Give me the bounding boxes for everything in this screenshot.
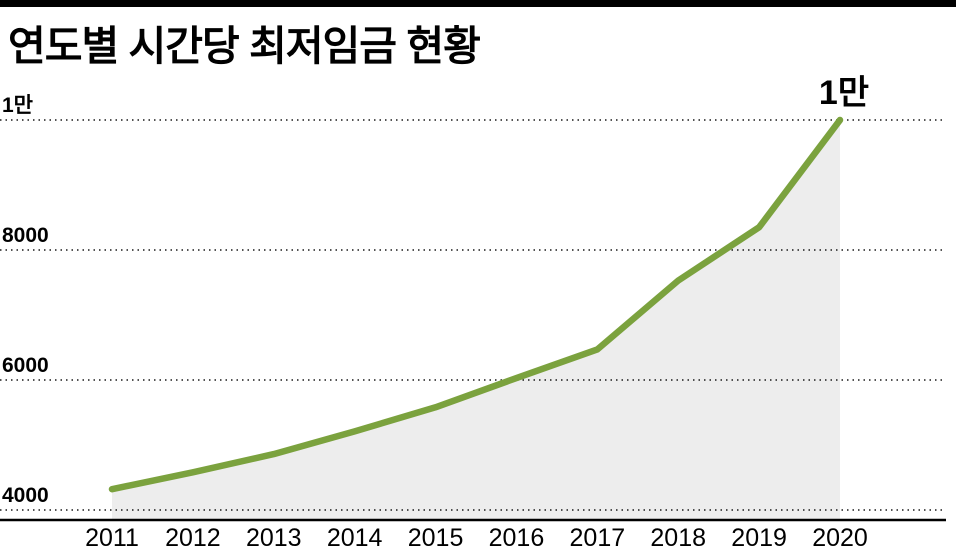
x-tick-label: 2018 [650,524,706,551]
x-tick-label: 2020 [812,524,868,551]
x-tick-label: 2014 [327,524,383,551]
annotation-final-value: 1만 [819,74,869,112]
x-tick-label: 2015 [408,524,464,551]
x-tick-label: 2012 [165,524,221,551]
x-tick-label: 2016 [489,524,545,551]
area-fill [112,120,840,520]
top-border-bar [0,0,956,7]
y-tick-label: 4000 [2,484,49,507]
y-tick-label: 1만 [2,94,33,117]
y-tick-label: 8000 [2,224,49,247]
chart-title: 연도별 시간당 최저임금 현황 [8,23,481,69]
x-tick-label: 2019 [731,524,787,551]
x-tick-label: 2013 [246,524,302,551]
x-tick-label: 2011 [85,524,139,551]
wage-line [108,116,844,493]
x-tick-label: 2017 [570,524,626,551]
y-tick-label: 6000 [2,354,49,377]
